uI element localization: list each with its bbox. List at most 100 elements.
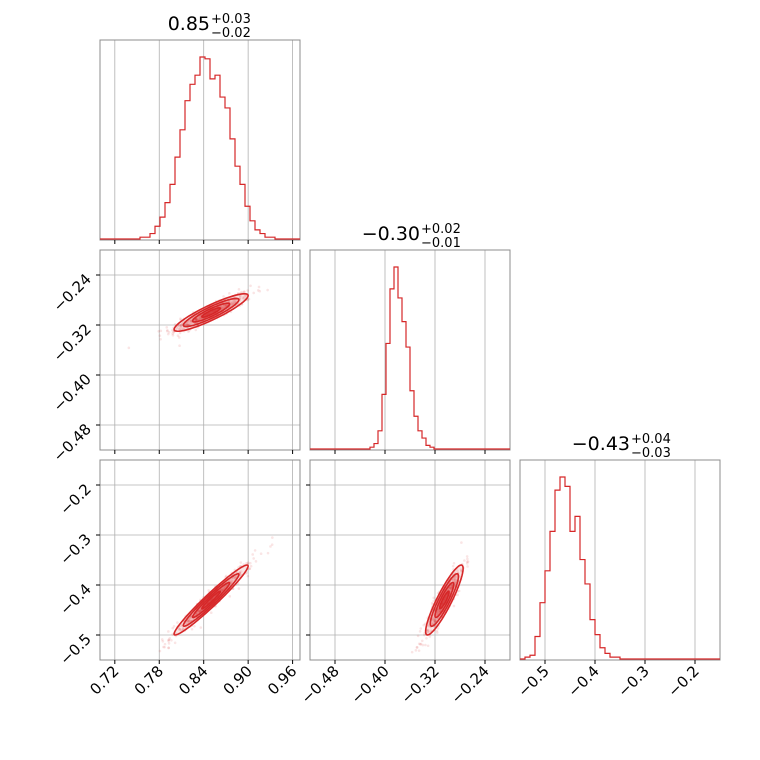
scatter-point: [170, 638, 173, 642]
scatter-point: [433, 619, 437, 622]
scatter-point: [466, 565, 469, 568]
scatter-point: [220, 588, 224, 592]
title-minus: −0.01: [421, 236, 461, 251]
scatter-point: [178, 627, 182, 631]
scatter-point: [178, 344, 181, 348]
scatter-point: [167, 646, 170, 650]
scatter-point: [430, 601, 434, 605]
x-tick-label: −0.5: [514, 662, 552, 700]
x-tick-label: 0.72: [86, 662, 122, 698]
scatter-point: [159, 329, 163, 333]
title-plus: +0.04: [631, 432, 671, 447]
x-tick-label: −0.48: [298, 662, 343, 707]
scatter-point: [187, 330, 190, 333]
scatter-point: [454, 575, 458, 579]
scatter-point: [270, 543, 274, 546]
contour-fill: [201, 307, 221, 318]
scatter-point: [163, 645, 166, 649]
scatter-point: [187, 619, 190, 623]
y-tick-label: −0.40: [50, 370, 95, 415]
param-title-1: 0.85 +0.03−0.02: [168, 12, 251, 41]
scatter-point: [425, 636, 428, 640]
scatter-point: [171, 626, 175, 630]
axis-frame: [519, 459, 721, 661]
scatter-point: [195, 612, 198, 615]
scatter-point: [427, 630, 431, 634]
scatter-point: [179, 325, 183, 329]
scatter-point: [242, 290, 246, 294]
x-tick-label: −0.2: [664, 662, 702, 700]
scatter-point: [178, 324, 182, 328]
scatter-point: [207, 589, 210, 592]
scatter-point: [242, 290, 246, 294]
scatter-point: [449, 587, 453, 590]
title-minus: −0.03: [631, 446, 671, 461]
scatter-point: [432, 599, 436, 603]
scatter-point: [194, 328, 198, 332]
scatter-point: [417, 649, 421, 652]
x-tick-label: 0.90: [220, 662, 256, 698]
title-value: −0.43: [572, 433, 630, 455]
scatter-point: [127, 346, 131, 350]
scatter-point: [460, 569, 463, 572]
contour-fill: [201, 591, 221, 609]
scatter-point: [222, 586, 225, 590]
pair-panel-1: −0.48 −0.40 −0.32 −0.24: [50, 249, 301, 465]
scatter-point: [230, 579, 234, 583]
histogram-2: [310, 266, 510, 450]
scatter-point: [244, 294, 247, 298]
scatter-point: [181, 627, 185, 630]
scatter-point: [438, 609, 441, 612]
scatter-point: [157, 329, 161, 333]
scatter-point: [239, 561, 243, 564]
scatter-point: [182, 627, 185, 630]
scatter-point: [198, 317, 202, 320]
scatter-point: [178, 628, 182, 631]
contour-line: [201, 590, 222, 610]
scatter-point: [161, 639, 165, 643]
scatter-point: [249, 564, 253, 568]
scatter-point: [453, 577, 456, 581]
title-minus: −0.02: [211, 26, 251, 41]
scatter-point: [166, 329, 169, 332]
scatter-point: [188, 323, 191, 326]
scatter-point: [179, 323, 183, 327]
scatter-point: [158, 649, 162, 653]
scatter-point: [249, 561, 252, 565]
scatter-point: [239, 573, 242, 576]
scatter-point: [234, 576, 237, 580]
scatter-point: [179, 624, 183, 628]
scatter-point: [435, 631, 439, 634]
scatter-point: [178, 331, 182, 335]
histogram-3: [520, 476, 720, 660]
y-tick-label: −0.3: [56, 530, 94, 568]
scatter-point: [239, 570, 243, 573]
contour-line: [424, 564, 464, 636]
scatter-point: [417, 642, 421, 646]
axis-frame: [99, 249, 301, 451]
hist-panel-1: 0.85 +0.03−0.02: [99, 12, 301, 244]
scatter-point: [251, 553, 255, 556]
x-tick-label: −0.40: [348, 662, 393, 707]
scatter-point: [168, 636, 172, 640]
scatter-point: [259, 552, 263, 555]
x-tick-label: 0.84: [175, 662, 211, 698]
scatter-point: [190, 627, 194, 631]
pair-panel-2: −0.5 −0.4 −0.3 −0.2: [56, 459, 301, 669]
scatter-point: [189, 319, 193, 323]
x-tick-label: −0.24: [448, 662, 493, 707]
scatter-point: [253, 549, 257, 552]
contour-fill: [439, 591, 450, 609]
title-plus: +0.02: [421, 222, 461, 237]
scatter-point: [188, 620, 191, 624]
scatter-point: [453, 578, 457, 582]
scatter-point: [188, 619, 191, 622]
x-tick-label: −0.4: [564, 662, 602, 700]
scatter-point: [195, 318, 198, 321]
scatter-point: [426, 644, 430, 648]
scatter-point: [197, 609, 201, 613]
scatter-point: [249, 284, 252, 288]
scatter-point: [172, 625, 176, 628]
scatter-point: [231, 302, 234, 306]
scatter-point: [248, 567, 251, 571]
